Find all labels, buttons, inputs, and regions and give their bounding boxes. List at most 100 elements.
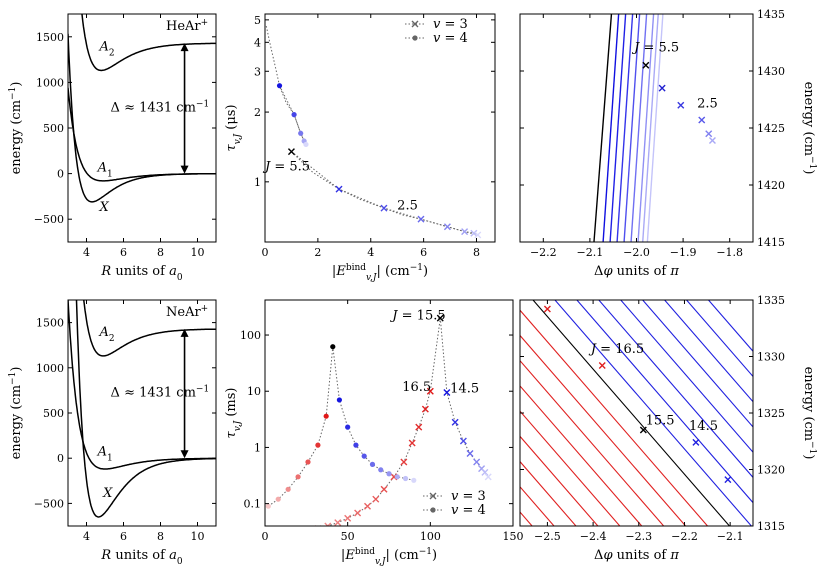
dotted-guide-v = 3 <box>291 151 478 236</box>
phase-line <box>532 300 731 526</box>
phase-line <box>602 14 620 242</box>
point-v=3 <box>443 223 451 231</box>
pot_bottom-ytick-label: 500 <box>43 407 64 420</box>
phase-line <box>520 309 709 526</box>
point-v=4 <box>315 442 321 448</box>
curve-label: 16.5 <box>402 380 431 395</box>
y-axis-label: energy (cm−1) <box>801 82 817 175</box>
y-axis-label: τv,J (μs) <box>224 104 243 151</box>
phase_top-plot-area <box>593 14 716 242</box>
tau_top-xtick-label: 6 <box>420 246 427 259</box>
pot_bottom-ytick-label: 1000 <box>36 362 64 375</box>
point-v=3 <box>380 485 388 493</box>
phase_bottom-xtick-label: −2.4 <box>580 530 607 543</box>
point-v=4 <box>330 344 336 350</box>
curve-label: X <box>98 200 109 215</box>
delta-arrow-head-bottom <box>180 450 189 459</box>
phase_top-ytick-label: 1425 <box>757 122 785 135</box>
phase_bottom-frame <box>519 299 754 527</box>
tau_bottom-ytick-label: 1 <box>254 441 261 454</box>
phase-line <box>623 14 641 242</box>
tau_bottom-xtick-label: 100 <box>420 530 441 543</box>
pot_top-xtick-label: 8 <box>157 246 164 259</box>
curve-label: A1 <box>97 444 113 463</box>
point-v=3 <box>415 423 423 431</box>
point-v=3 <box>272 532 278 538</box>
phase-line <box>554 300 753 526</box>
point-v=3 <box>451 418 459 426</box>
pot_top-ytick-label: 500 <box>43 122 64 135</box>
phase_top-ytick-label: 1420 <box>757 179 785 192</box>
point-v=4 <box>276 83 283 89</box>
phase-line <box>520 334 687 526</box>
phase-line <box>646 14 664 242</box>
point-v=3 <box>364 502 372 510</box>
tau_top-ytick-label: 5 <box>254 14 261 27</box>
phase-line <box>707 300 753 353</box>
phase-line <box>520 460 577 526</box>
phase-point <box>692 438 700 446</box>
tau_bottom-xtick-label: 0 <box>262 530 269 543</box>
phase-point <box>639 426 647 434</box>
point-v=4 <box>336 397 342 403</box>
point-v=3 <box>461 228 469 236</box>
curve-A1 <box>68 300 216 470</box>
phase-line <box>520 435 599 526</box>
point-v=3 <box>470 229 478 237</box>
tau_top-ytick-label: 3 <box>254 65 261 78</box>
curve-label: X <box>102 486 113 501</box>
curve-label: J = 15.5 <box>389 308 445 323</box>
tau_top-plot-area <box>265 25 482 239</box>
point-v=4 <box>291 112 297 118</box>
point-v=4 <box>305 459 311 465</box>
phase_bottom-xtick-label: −2.5 <box>534 530 561 543</box>
phase-point <box>658 84 666 92</box>
curve-A1 <box>68 87 216 182</box>
point-v=3 <box>466 450 474 457</box>
point-v=3 <box>443 388 451 396</box>
pot_bottom-ytick-label: 1500 <box>36 317 64 330</box>
legend-v4: v = 4 <box>451 503 486 518</box>
legend-v3: v = 3 <box>433 17 468 32</box>
delta-arrow-head-top <box>180 43 189 52</box>
point-v=4 <box>369 461 376 467</box>
point-v=4 <box>394 474 400 480</box>
legend-v4: v = 4 <box>433 31 468 46</box>
y-axis-label: energy (cm−1) <box>801 367 817 460</box>
phase-label: J = 16.5 <box>588 342 644 357</box>
x-axis-label: |Ebindv,J| (cm−1) <box>332 263 428 283</box>
point-v=4 <box>361 453 367 459</box>
legend-marker-x <box>411 20 419 28</box>
phase-line <box>642 14 659 242</box>
point-v=3 <box>417 215 425 223</box>
x-axis-label: R units of a0 <box>100 264 182 283</box>
molecule-legend: NeAr+ <box>166 304 208 320</box>
dotted-guide-v = 4 <box>268 346 414 507</box>
point-v=4 <box>298 130 304 136</box>
point-v=4 <box>378 467 384 473</box>
tau_top-xtick-label: 0 <box>262 246 269 259</box>
point-v=3 <box>335 185 343 193</box>
delta-arrow-head-top <box>180 328 189 337</box>
pot_top-xtick-label: 4 <box>83 246 90 259</box>
point-v=4 <box>275 496 281 502</box>
pot_top-plot-area <box>68 14 216 203</box>
legend-marker-dot <box>412 35 418 41</box>
curve-X <box>75 300 216 518</box>
curve-label: A2 <box>98 325 114 344</box>
phase-label: 2.5 <box>697 96 718 111</box>
phase-line <box>663 300 753 403</box>
molecule-legend: HeAr+ <box>166 18 208 34</box>
phase-line <box>520 359 665 526</box>
point-v=3 <box>481 468 489 476</box>
dotted-curve <box>265 25 307 145</box>
phase-point <box>642 61 650 69</box>
point-v=3 <box>400 458 408 466</box>
phase-line <box>641 300 753 428</box>
point-v=3 <box>408 439 416 447</box>
point-v=3 <box>380 204 388 212</box>
phase-line <box>630 14 648 242</box>
tau_top-xtick-label: 2 <box>314 246 321 259</box>
point-v=3 <box>295 529 301 535</box>
